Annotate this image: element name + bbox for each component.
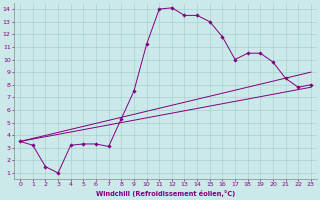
X-axis label: Windchill (Refroidissement éolien,°C): Windchill (Refroidissement éolien,°C) xyxy=(96,190,235,197)
